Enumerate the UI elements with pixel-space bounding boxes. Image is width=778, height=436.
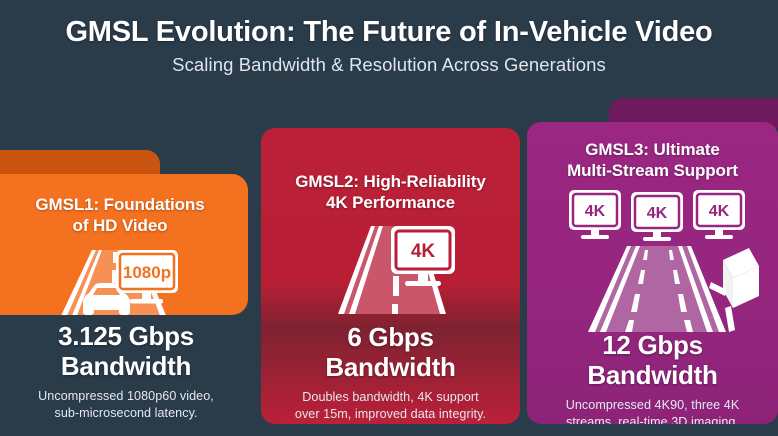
card-gmsl3-title-line1: GMSL3: Ultimate	[585, 140, 720, 159]
card-gmsl3-stats: 12 Gbps Bandwidth Uncompressed 4K90, thr…	[527, 330, 778, 424]
card-gmsl1-title: GMSL1: Foundations of HD Video	[0, 195, 248, 236]
card-gmsl1-description: Uncompressed 1080p60 video, sub-microsec…	[4, 388, 248, 422]
card-gmsl3-description-line2: streams, real-time 3D imaging.	[566, 415, 739, 424]
card-gmsl3-bandwidth-value: 12 Gbps	[602, 330, 703, 360]
card-gmsl3-description: Uncompressed 4K90, three 4K streams, rea…	[527, 397, 778, 424]
card-gmsl1-title-line2: of HD Video	[72, 215, 168, 235]
road-surface	[593, 246, 725, 332]
card-gmsl1-bandwidth-label: Bandwidth	[60, 351, 192, 382]
road-edge-left-inner	[349, 226, 383, 314]
card-gmsl2-panel: GMSL2: High-Reliability 4K Performance	[261, 128, 520, 424]
road-edge-left-outer	[338, 226, 375, 314]
card-gmsl1-bandwidth-value: 3.125 Gbps	[58, 321, 194, 351]
monitor-4k-icon-3: 4K	[693, 190, 745, 239]
road-edge-right-outer	[687, 246, 726, 332]
screen-label-4k: 4K	[411, 241, 436, 262]
monitor-1080p-icon: 1080p	[116, 250, 178, 304]
screen-label-1080p: 1080p	[123, 263, 171, 282]
road-dash-2	[112, 270, 117, 283]
card-gmsl3-title: GMSL3: Ultimate Multi-Stream Support	[527, 140, 778, 181]
card-gmsl1-bandwidth: 3.125 Gbps Bandwidth	[4, 321, 248, 381]
card-gmsl3-bandwidth: 12 Gbps Bandwidth	[527, 330, 778, 390]
monitor-4k-icon: 4K	[391, 226, 455, 286]
page-subtitle: Scaling Bandwidth & Resolution Across Ge…	[172, 54, 606, 76]
road-dash-right-2	[673, 270, 680, 284]
road-dash-right-4	[684, 320, 693, 332]
card-gmsl3-panel: GMSL3: Ultimate Multi-Stream Support 4K	[527, 122, 778, 424]
card-gmsl2-description: Doubles bandwidth, 4K support over 15m, …	[261, 389, 520, 423]
card-gmsl2[interactable]: GMSL2: High-Reliability 4K Performance	[261, 128, 520, 424]
card-gmsl2-title: GMSL2: High-Reliability 4K Performance	[261, 172, 520, 213]
card-gmsl2-title-line1: GMSL2: High-Reliability	[295, 172, 486, 191]
card-gmsl1[interactable]: GMSL1: Foundations of HD Video	[0, 150, 248, 420]
screen-label-4k-3: 4K	[709, 203, 730, 220]
road-dash-left-2	[638, 270, 645, 284]
card-gmsl3-artwork: 4K 4K 4K	[559, 190, 759, 332]
road-dash-left-4	[625, 320, 634, 332]
card-gmsl1-description-line2: sub-microsecond latency.	[54, 406, 198, 421]
card-gmsl3-title-line2: Multi-Stream Support	[567, 160, 738, 180]
card-gmsl1-artwork: 1080p	[54, 250, 180, 315]
screen-label-4k-2: 4K	[647, 205, 668, 222]
road-dash-4	[392, 304, 398, 314]
road-edge-left-inner	[72, 250, 102, 315]
card-gmsl3-description-line1: Uncompressed 4K90, three 4K	[565, 398, 740, 413]
monitor-4k-icon-2: 4K	[631, 192, 683, 241]
card-gmsl1-description-line1: Uncompressed 1080p60 video,	[38, 389, 214, 404]
card-gmsl2-stats: 6 Gbps Bandwidth Doubles bandwidth, 4K s…	[261, 322, 520, 423]
card-gmsl1-panel: GMSL1: Foundations of HD Video	[0, 174, 248, 315]
card-gmsl1-tab	[0, 150, 160, 178]
card-gmsl2-bandwidth-value: 6 Gbps	[347, 322, 434, 352]
card-gmsl2-description-line2: over 15m, improved data integrity.	[294, 407, 487, 422]
card-gmsl3[interactable]: GMSL3: Ultimate Multi-Stream Support 4K	[527, 98, 778, 424]
monitor-4k-icon-1: 4K	[569, 190, 621, 239]
road-dash-3	[393, 276, 399, 296]
card-gmsl1-stats: 3.125 Gbps Bandwidth Uncompressed 1080p6…	[0, 321, 248, 422]
road-dash-right-1	[669, 250, 674, 260]
road-dash-left-3	[631, 294, 640, 312]
header: GMSL Evolution: The Future of In-Vehicle…	[0, 0, 778, 76]
card-gmsl2-artwork: 4K	[327, 226, 455, 314]
cube-3d-icon	[709, 248, 759, 332]
card-gmsl3-bandwidth-label: Bandwidth	[587, 360, 718, 391]
card-gmsl2-bandwidth: 6 Gbps Bandwidth	[261, 322, 520, 382]
road-edge-left-outer	[61, 250, 96, 315]
card-gmsl2-title-line2: 4K Performance	[326, 192, 455, 212]
card-gmsl2-description-line1: Doubles bandwidth, 4K support	[302, 390, 479, 405]
road-edge-left-outer	[588, 246, 631, 332]
card-gmsl2-bandwidth-label: Bandwidth	[325, 352, 456, 383]
road-dash-right-3	[678, 294, 687, 312]
card-gmsl1-title-line1: GMSL1: Foundations	[35, 195, 205, 214]
road-dash-left-1	[643, 250, 648, 260]
road-edge-left-inner	[600, 246, 640, 332]
page-title: GMSL Evolution: The Future of In-Vehicle…	[65, 16, 713, 48]
screen-label-4k-1: 4K	[585, 203, 606, 220]
road-edge-right-inner	[678, 246, 713, 332]
